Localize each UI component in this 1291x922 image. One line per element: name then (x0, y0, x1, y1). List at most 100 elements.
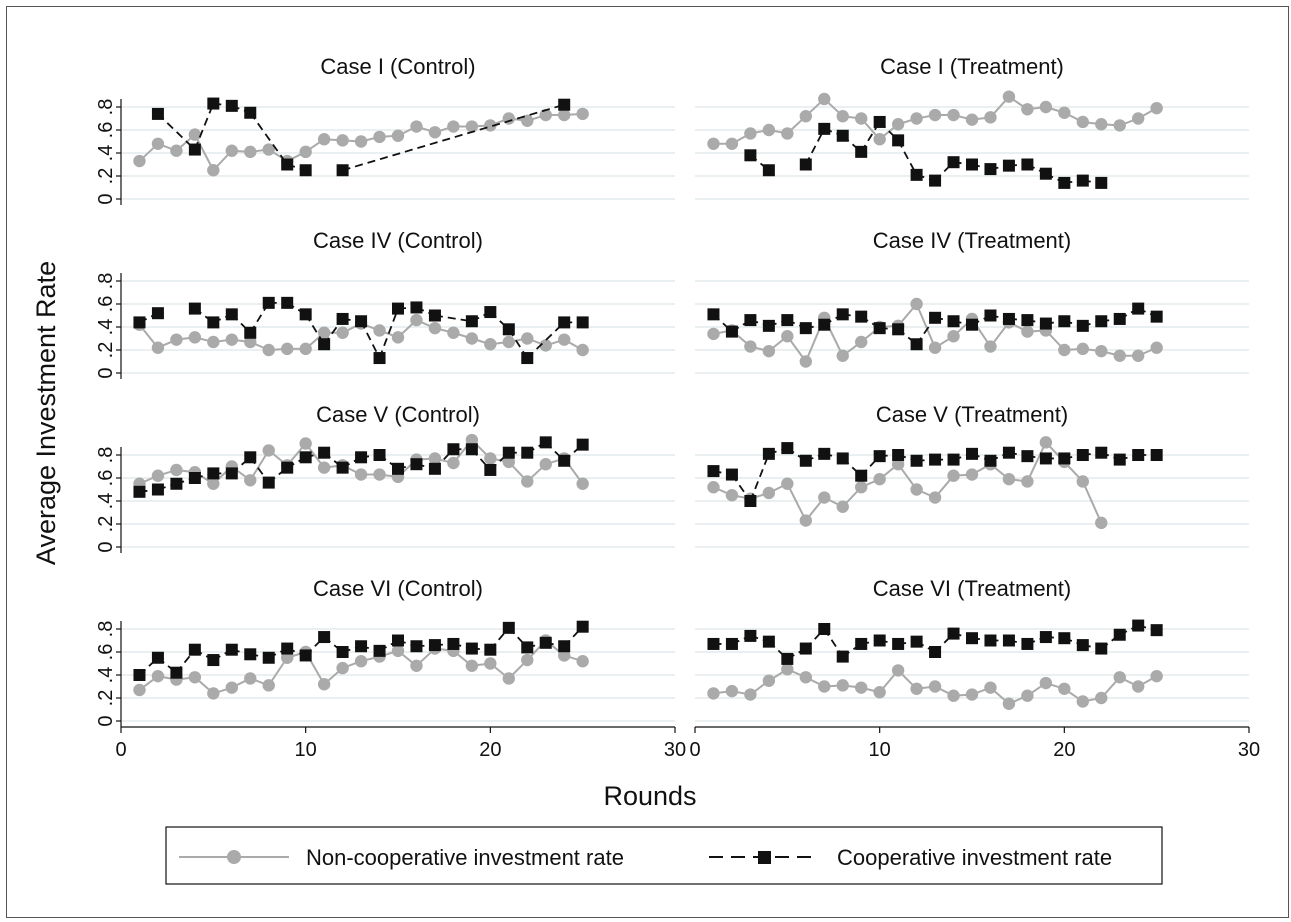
panel-2-cooperative-point (1002, 159, 1015, 172)
panel-2: Case I (Treatment) (695, 54, 1249, 200)
panel-2-cooperative-point (910, 168, 923, 181)
panel-8-noncooperative-point (836, 679, 849, 692)
panel-6-noncooperative-point (947, 469, 960, 482)
panel-3-noncooperative-point (576, 343, 589, 357)
panel-2-noncooperative-point (1021, 103, 1034, 116)
panel-3-cooperative-point (465, 315, 478, 328)
panel-4-cooperative-point (910, 338, 923, 351)
panel-5-cooperative-point (281, 461, 294, 474)
panel-5-noncooperative-point (151, 469, 165, 482)
legend: Non-cooperative investment rate Cooperati… (165, 826, 1163, 885)
panel-1-noncooperative-point (391, 129, 405, 142)
panel-3-y-tick-label: .2 (95, 342, 117, 359)
panel-1-noncooperative-segment (193, 134, 215, 171)
panel-7-noncooperative-point (207, 687, 220, 700)
panel-2-noncooperative-point (836, 110, 849, 123)
panel-1-noncooperative-point (558, 108, 571, 122)
panel-8-noncooperative-point (707, 687, 720, 700)
panel-6-cooperative-point (1021, 450, 1034, 463)
panel-6-cooperative-point (1002, 446, 1015, 459)
panel-3-cooperative-point (576, 316, 589, 329)
panel-3-noncooperative-point (299, 342, 312, 356)
panel-2-cooperative-point (873, 115, 886, 128)
panel-8-cooperative-point (1113, 628, 1126, 641)
panel-4-noncooperative-point (910, 297, 923, 311)
panel-5-noncooperative-point (539, 458, 552, 471)
panel-3-cooperative-point (336, 312, 349, 325)
panel-8: Case VI (Treatment) 0 10 20 30 (689, 576, 1260, 761)
panel-4-noncooperative-point (1132, 349, 1145, 362)
panel-7-x-tick-label: 10 (295, 739, 317, 761)
panel-2-noncooperative-point (947, 108, 960, 122)
panel-7-cooperative-point (373, 644, 386, 657)
panel-5-cooperative-point (151, 483, 164, 496)
panel-5: Case V (Control) 0 .2 .4 .6 .8 (95, 402, 675, 553)
panel-4-cooperative-point (947, 315, 960, 328)
panel-4-noncooperative-point (1113, 349, 1126, 362)
panel-5-noncooperative-point (484, 452, 497, 465)
panel-3: Case IV (Control) 0 .2 .4 .6 .8 (95, 228, 675, 379)
panel-6-cooperative-point (799, 454, 812, 467)
panel-3-cooperative-segment (360, 320, 381, 359)
panel-3-cooperative-point (262, 296, 275, 309)
panel-2-noncooperative-point (781, 127, 794, 140)
panel-8-noncooperative-point (781, 663, 794, 676)
panel-8-noncooperative-point (1150, 669, 1163, 683)
panel-1-noncooperative-point (465, 120, 479, 133)
panel-3-cooperative-point (558, 316, 571, 329)
panel-6-noncooperative-point (873, 472, 886, 486)
panel-7-cooperative-point (521, 641, 534, 654)
panel-3-cooperative-point (484, 306, 497, 319)
y-axis-label: Average Investment Rate (31, 261, 61, 565)
panel-4-cooperative-point (966, 318, 978, 331)
panel-2-cooperative-point (984, 163, 997, 176)
panel-3-noncooperative-point (391, 331, 405, 344)
panel-3-noncooperative-point (244, 335, 257, 349)
panel-4-noncooperative-point (762, 344, 776, 358)
panel-1-noncooperative-point (502, 112, 515, 125)
panel-8-cooperative-point (818, 623, 831, 635)
panel-6-cooperative-point (947, 453, 960, 466)
legend-noncooperative-label: Non-cooperative investment rate (306, 845, 624, 870)
panel-3-y-tick-label: .6 (95, 296, 117, 313)
figure-frame: Case I (Control) 0 .2 .4 .6 .8 Case I (Treatme… (6, 6, 1289, 918)
panel-4-noncooperative-point (855, 335, 868, 349)
panel-2-noncooperative-point (1002, 90, 1016, 103)
panel-2-noncooperative-point (707, 137, 720, 150)
panel-3-noncooperative-point (207, 335, 220, 349)
x-axis-label: Rounds (603, 781, 696, 811)
panel-5-cooperative-point (170, 477, 183, 490)
panel-1-cooperative-point (207, 97, 220, 110)
panel-2-cooperative-point (744, 149, 757, 162)
panel-8-cooperative-point (1002, 634, 1015, 647)
panel-1-noncooperative-point (170, 144, 183, 157)
panel-7-cooperative-point (318, 631, 331, 644)
panel-5-noncooperative-point (317, 461, 331, 474)
panel-7-y-tick-label: .8 (95, 621, 117, 638)
panel-2-noncooperative-point (855, 112, 868, 125)
panel-7-x-tick-label: 0 (115, 739, 126, 761)
panel-2-cooperative-point (855, 145, 868, 158)
panel-3-noncooperative-point (410, 313, 423, 327)
panel-7-cooperative-point (225, 643, 238, 656)
panel-1-y-tick-label: .2 (95, 168, 117, 185)
panel-7-y-tick-label: 0 (95, 715, 117, 726)
panel-3-cooperative-point (207, 316, 220, 329)
panel-1-noncooperative-point (373, 130, 386, 144)
panel-2-noncooperative-point (799, 110, 812, 123)
panel-7-noncooperative-point (262, 679, 275, 692)
panel-1-cooperative-point (336, 164, 349, 177)
panel-6-cooperative-point (744, 495, 757, 507)
panel-6-noncooperative-point (891, 458, 905, 471)
panel-8-cooperative-point (744, 629, 757, 642)
panel-3-cooperative-point (355, 315, 368, 328)
panel-5-cooperative-point (410, 458, 423, 471)
panel-4-noncooperative-point (836, 349, 849, 362)
panel-7: Case VI (Control) 0 .2 .4 .6 .8 0 10 20 30 (95, 576, 686, 761)
panel-7-cooperative-point (539, 636, 552, 649)
panel-8-noncooperative-point (1076, 695, 1090, 708)
panel-8-noncooperative-point (965, 688, 979, 701)
panel-7-noncooperative-point (502, 672, 515, 685)
panel-7-noncooperative-point (281, 651, 294, 664)
panel-4-noncooperative-point (1076, 342, 1090, 356)
